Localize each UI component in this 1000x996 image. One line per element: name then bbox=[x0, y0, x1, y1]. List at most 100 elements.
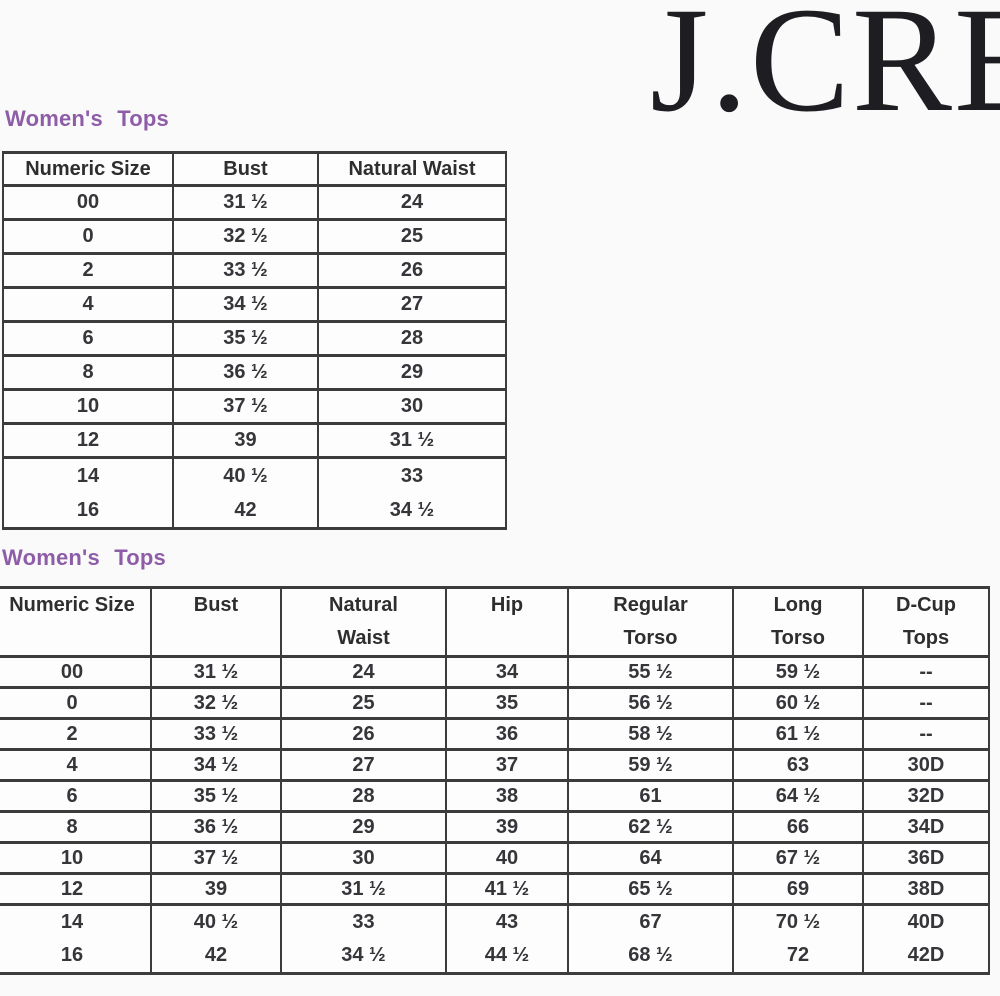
cell: 35 ½ bbox=[150, 779, 282, 813]
cell: 8 bbox=[0, 810, 152, 844]
cell: 32 ½ bbox=[172, 218, 319, 255]
cell: 14 16 bbox=[2, 456, 174, 530]
cell: 33 ½ bbox=[150, 717, 282, 751]
cell: 31 ½ bbox=[280, 872, 447, 906]
cell: 0 bbox=[2, 218, 174, 255]
cell: 26 bbox=[317, 252, 507, 289]
cell: 67 68 ½ bbox=[567, 903, 734, 975]
cell: 65 ½ bbox=[567, 872, 734, 906]
cell: 31 ½ bbox=[317, 422, 507, 459]
cell: 25 bbox=[280, 686, 447, 720]
cell: 39 bbox=[445, 810, 569, 844]
column-header: D-Cup Tops bbox=[862, 586, 990, 658]
cell: 59 ½ bbox=[732, 655, 864, 689]
cell: 59 ½ bbox=[567, 748, 734, 782]
column-header: Hip bbox=[445, 586, 569, 658]
cell: 38 bbox=[445, 779, 569, 813]
cell: 29 bbox=[280, 810, 447, 844]
cell: 32 ½ bbox=[150, 686, 282, 720]
table-row-combined: 14 16 40 ½ 42 33 34 ½ bbox=[2, 456, 507, 530]
cell: 58 ½ bbox=[567, 717, 734, 751]
table-row: 8 36 ½ 29 39 62 ½ 66 34D bbox=[0, 810, 990, 844]
table-row-combined: 14 16 40 ½ 42 33 34 ½ 43 44 ½ 67 68 ½ 70 ½ 72 40D 42D bbox=[0, 903, 990, 975]
cell: 39 bbox=[172, 422, 319, 459]
section-title-womens-tops-extended: Women's Tops bbox=[2, 545, 166, 570]
cell: 4 bbox=[0, 748, 152, 782]
cell: 66 bbox=[732, 810, 864, 844]
table-row: 0 32 ½ 25 bbox=[2, 218, 507, 255]
cell: 24 bbox=[317, 184, 507, 221]
table-row: 2 33 ½ 26 36 58 ½ 61 ½ -- bbox=[0, 717, 990, 751]
cell: 24 bbox=[280, 655, 447, 689]
table-row: 6 35 ½ 28 bbox=[2, 320, 507, 357]
cell: 2 bbox=[2, 252, 174, 289]
column-header: Bust bbox=[172, 151, 319, 187]
cell: 67 ½ bbox=[732, 841, 864, 875]
table-row: 00 31 ½ 24 bbox=[2, 184, 507, 221]
cell: 33 34 ½ bbox=[317, 456, 507, 530]
jcrew-logo: J.CREW bbox=[650, 0, 1000, 143]
cell: 34 ½ bbox=[172, 286, 319, 323]
cell: 30 bbox=[317, 388, 507, 425]
cell: 00 bbox=[0, 655, 152, 689]
table-row: 4 34 ½ 27 37 59 ½ 63 30D bbox=[0, 748, 990, 782]
cell: 10 bbox=[2, 388, 174, 425]
cell: 6 bbox=[2, 320, 174, 357]
cell: 27 bbox=[280, 748, 447, 782]
cell: 43 44 ½ bbox=[445, 903, 569, 975]
cell: 12 bbox=[0, 872, 152, 906]
cell: 62 ½ bbox=[567, 810, 734, 844]
cell: 40 bbox=[445, 841, 569, 875]
cell: 61 bbox=[567, 779, 734, 813]
cell: 70 ½ 72 bbox=[732, 903, 864, 975]
column-header: Natural Waist bbox=[317, 151, 507, 187]
cell: 55 ½ bbox=[567, 655, 734, 689]
cell: -- bbox=[862, 655, 990, 689]
table-row: 4 34 ½ 27 bbox=[2, 286, 507, 323]
cell: 28 bbox=[280, 779, 447, 813]
cell: 36D bbox=[862, 841, 990, 875]
cell: 4 bbox=[2, 286, 174, 323]
cell: 34 bbox=[445, 655, 569, 689]
cell: 8 bbox=[2, 354, 174, 391]
cell: 0 bbox=[0, 686, 152, 720]
table-row: 10 37 ½ 30 bbox=[2, 388, 507, 425]
table-row: 6 35 ½ 28 38 61 64 ½ 32D bbox=[0, 779, 990, 813]
cell: 36 ½ bbox=[172, 354, 319, 391]
cell: 26 bbox=[280, 717, 447, 751]
cell: 69 bbox=[732, 872, 864, 906]
cell: 14 16 bbox=[0, 903, 152, 975]
cell: 31 ½ bbox=[172, 184, 319, 221]
cell: 37 ½ bbox=[172, 388, 319, 425]
cell: 63 bbox=[732, 748, 864, 782]
cell: 10 bbox=[0, 841, 152, 875]
cell: 31 ½ bbox=[150, 655, 282, 689]
cell: 39 bbox=[150, 872, 282, 906]
table-row: 8 36 ½ 29 bbox=[2, 354, 507, 391]
cell: 38D bbox=[862, 872, 990, 906]
column-header: Natural Waist bbox=[280, 586, 447, 658]
table-row: 10 37 ½ 30 40 64 67 ½ 36D bbox=[0, 841, 990, 875]
cell: 61 ½ bbox=[732, 717, 864, 751]
cell: 25 bbox=[317, 218, 507, 255]
cell: 27 bbox=[317, 286, 507, 323]
table-row: 12 39 31 ½ 41 ½ 65 ½ 69 38D bbox=[0, 872, 990, 906]
cell: 30D bbox=[862, 748, 990, 782]
column-header: Regular Torso bbox=[567, 586, 734, 658]
cell: 29 bbox=[317, 354, 507, 391]
cell: 33 ½ bbox=[172, 252, 319, 289]
cell: 37 bbox=[445, 748, 569, 782]
womens-tops-basic-size-table: Numeric Size Bust Natural Waist 00 31 ½ 24 0 32… bbox=[2, 151, 507, 530]
header-row: Numeric Size Bust Natural Waist bbox=[2, 151, 507, 187]
cell: -- bbox=[862, 717, 990, 751]
column-header: Bust bbox=[150, 586, 282, 658]
table-row: 12 39 31 ½ bbox=[2, 422, 507, 459]
cell: 36 ½ bbox=[150, 810, 282, 844]
column-header: Numeric Size bbox=[2, 151, 174, 187]
section-title-womens-tops-basic: Women's Tops bbox=[5, 106, 169, 131]
cell: 00 bbox=[2, 184, 174, 221]
cell: 41 ½ bbox=[445, 872, 569, 906]
cell: 64 ½ bbox=[732, 779, 864, 813]
cell: 37 ½ bbox=[150, 841, 282, 875]
table-row: 00 31 ½ 24 34 55 ½ 59 ½ -- bbox=[0, 655, 990, 689]
